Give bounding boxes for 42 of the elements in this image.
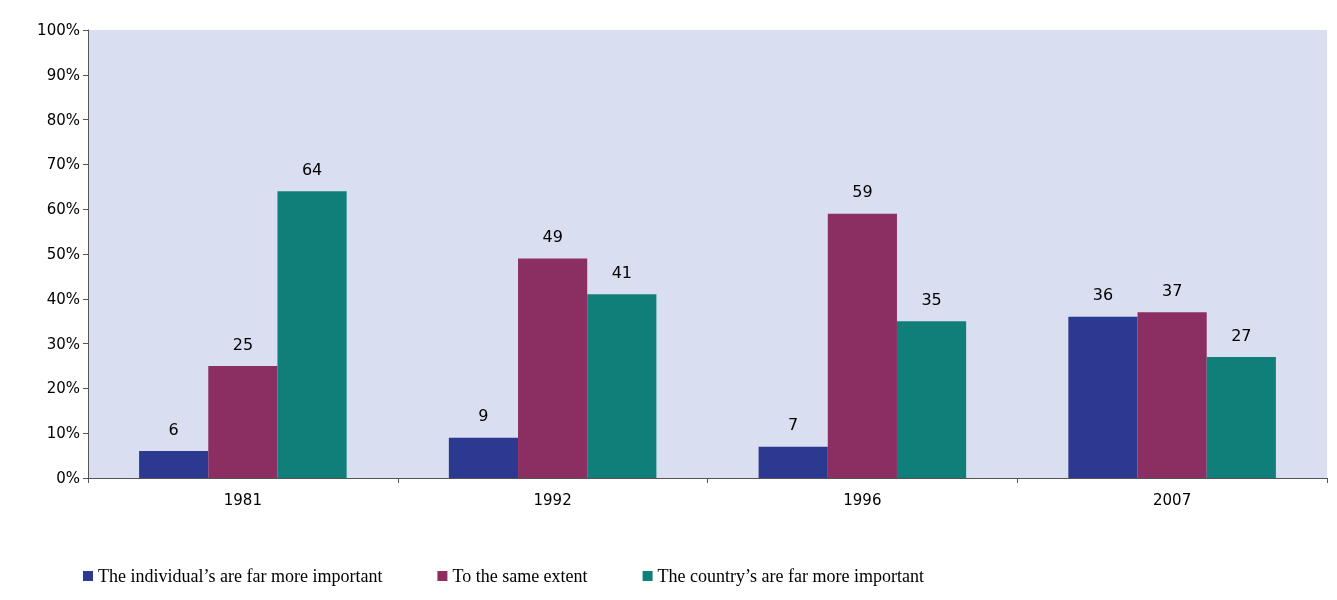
data-label: 37 xyxy=(1161,280,1183,300)
bar xyxy=(1068,316,1138,478)
data-label: 9 xyxy=(478,406,489,426)
data-label: 64 xyxy=(301,159,323,179)
data-label: 27 xyxy=(1231,325,1252,345)
legend-label: To the same extent xyxy=(452,566,588,586)
y-tick-label: 60% xyxy=(46,200,80,219)
y-tick-label: 70% xyxy=(46,155,80,174)
bar xyxy=(448,437,519,478)
legend-label: The country’s are far more important xyxy=(657,566,924,586)
y-tick-label: 80% xyxy=(46,110,80,129)
bar xyxy=(208,366,278,478)
data-label: 41 xyxy=(611,262,632,282)
bar xyxy=(587,294,657,478)
bar xyxy=(518,258,588,478)
data-label: 49 xyxy=(542,226,563,246)
data-label: 7 xyxy=(788,415,799,435)
y-tick-label: 100% xyxy=(37,21,80,39)
bar xyxy=(139,451,209,478)
bar xyxy=(758,446,828,478)
bar xyxy=(277,191,347,478)
y-tick-label: 90% xyxy=(46,65,80,84)
legend-label: The individual’s are far more important xyxy=(98,566,383,586)
data-label: 6 xyxy=(168,419,179,439)
bar xyxy=(827,213,897,478)
y-tick-label: 20% xyxy=(46,379,80,398)
bar xyxy=(1137,312,1207,478)
y-tick-label: 40% xyxy=(46,289,80,308)
y-tick-label: 30% xyxy=(46,334,80,353)
x-tick-label: 1981 xyxy=(223,490,262,509)
bar xyxy=(1206,357,1276,478)
bar xyxy=(896,321,967,478)
x-tick-label: 1992 xyxy=(533,490,572,509)
x-tick-label: 2007 xyxy=(1153,490,1192,509)
y-tick-label: 0% xyxy=(56,469,80,487)
data-label: 59 xyxy=(852,182,873,202)
x-tick-label: 1996 xyxy=(843,490,882,509)
y-tick-label: 10% xyxy=(46,424,80,443)
data-label: 25 xyxy=(232,334,254,354)
y-tick-label: 50% xyxy=(46,245,80,263)
data-label: 36 xyxy=(1092,285,1114,305)
data-label: 35 xyxy=(921,289,942,309)
